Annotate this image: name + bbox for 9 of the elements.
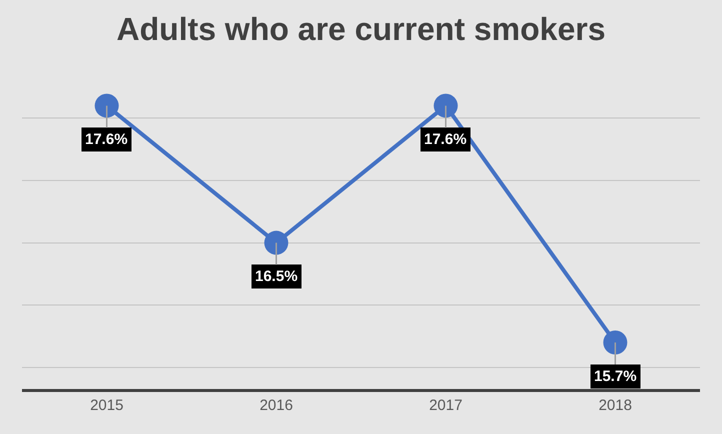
data-label: 17.6% (424, 131, 467, 148)
chart-title: Adults who are current smokers (116, 10, 606, 47)
data-label: 17.6% (85, 131, 128, 148)
x-tick-label: 2015 (90, 396, 124, 414)
x-tick-label: 2017 (429, 396, 462, 414)
data-label: 16.5% (255, 268, 298, 285)
x-tick-label: 2016 (260, 396, 293, 414)
data-label: 15.7% (594, 368, 637, 385)
x-tick-label: 2018 (598, 396, 632, 414)
